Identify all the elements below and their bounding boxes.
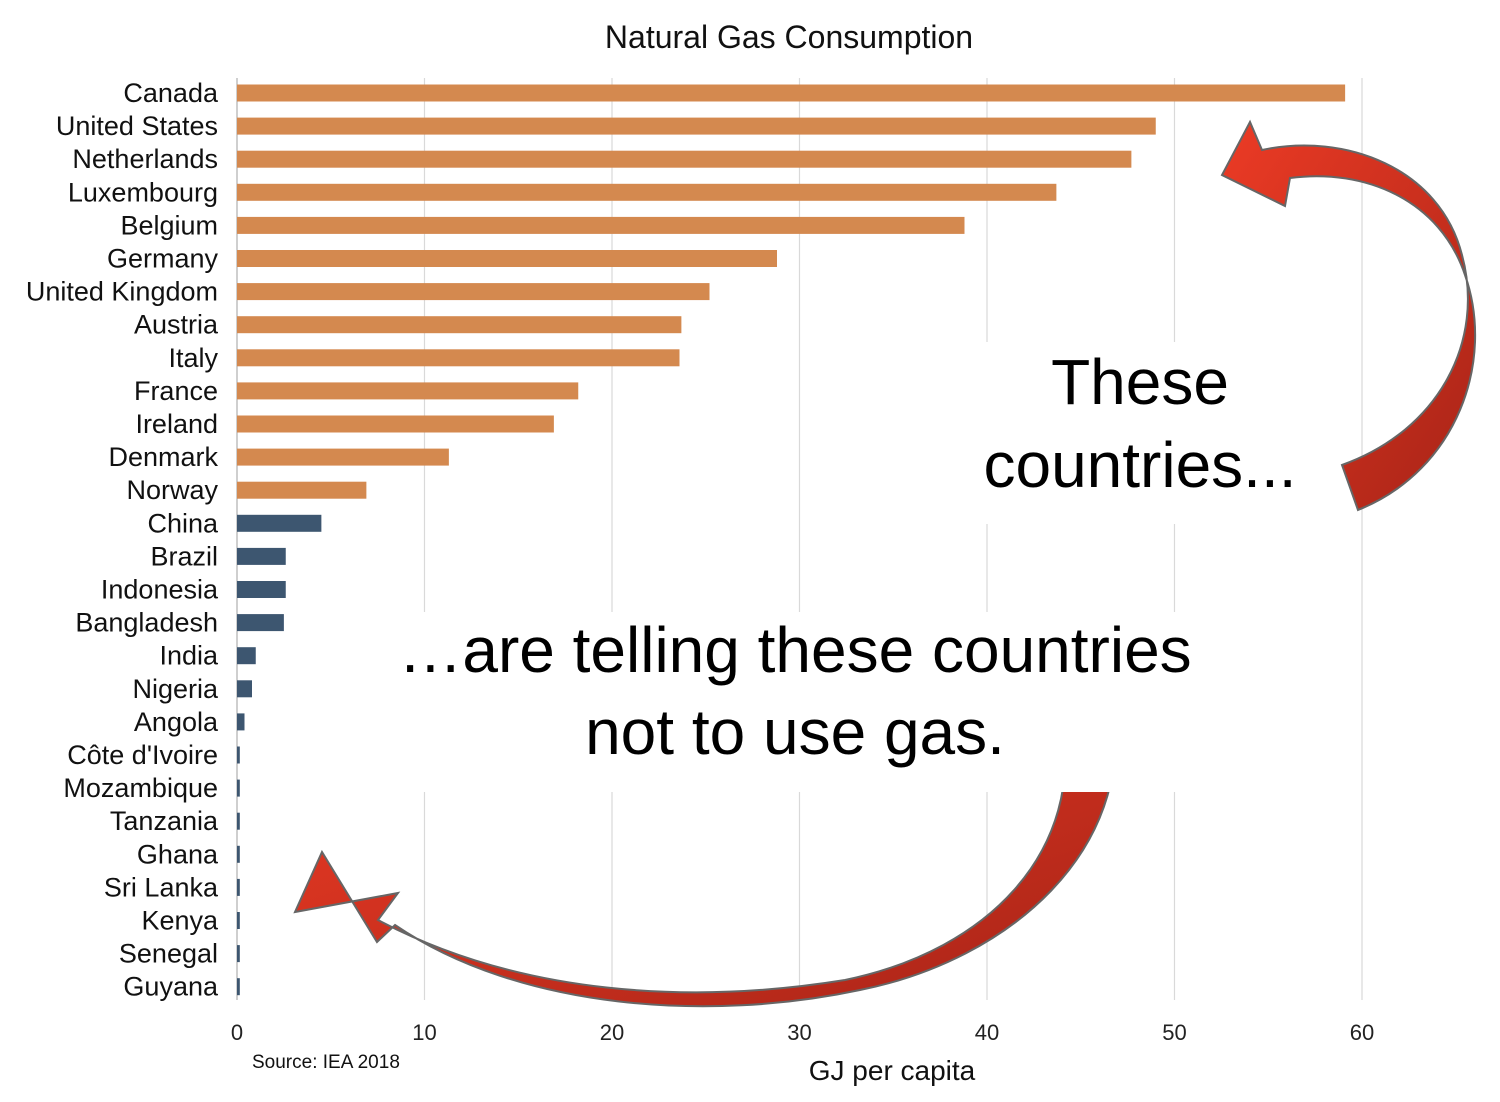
category-label: Mozambique <box>63 773 218 803</box>
annotation-middle-backing <box>355 612 1235 792</box>
category-label: Belgium <box>120 210 218 240</box>
category-label: Ireland <box>135 409 218 439</box>
x-tick-labels: 0 10 20 30 40 50 60 <box>231 1020 1374 1045</box>
bar-mozambique <box>237 779 240 797</box>
x-tick-label: 10 <box>412 1020 436 1045</box>
bar-sri-lanka <box>237 878 240 896</box>
x-tick-label: 40 <box>975 1020 999 1045</box>
category-label: Brazil <box>150 541 218 571</box>
category-label: Norway <box>126 475 218 505</box>
bar-norway <box>237 481 367 499</box>
bar-luxembourg <box>237 183 1057 201</box>
category-label: China <box>147 508 219 538</box>
bar-guyana <box>237 978 240 996</box>
bar-bangladesh <box>237 614 284 632</box>
category-label: Bangladesh <box>75 608 218 638</box>
bar-kenya <box>237 912 240 929</box>
bar-italy <box>237 349 680 367</box>
bar-belgium <box>237 216 965 234</box>
category-label: United Kingdom <box>26 277 218 307</box>
x-tick-label: 20 <box>600 1020 624 1045</box>
category-label: Canada <box>123 78 219 108</box>
category-label: France <box>134 376 218 406</box>
x-tick-label: 60 <box>1350 1020 1374 1045</box>
category-label: Côte d'Ivoire <box>67 740 218 770</box>
bar-nigeria <box>237 680 252 698</box>
category-label: Indonesia <box>101 575 219 605</box>
bar-austria <box>237 316 682 334</box>
category-label: Guyana <box>123 972 219 1002</box>
category-label: Italy <box>168 343 218 373</box>
category-label: Germany <box>107 244 219 274</box>
source-note: Source: IEA 2018 <box>252 1052 400 1073</box>
bar-ireland <box>237 415 554 433</box>
x-tick-label: 0 <box>231 1020 243 1045</box>
annotation-top-line1: These <box>1051 346 1229 418</box>
category-label: Sri Lanka <box>104 872 219 902</box>
annotation-top-backing <box>960 342 1320 524</box>
category-label: Angola <box>134 707 219 737</box>
chart-title: Natural Gas Consumption <box>605 19 973 55</box>
category-label: Ghana <box>137 839 219 869</box>
bar-c-te-d-ivoire <box>237 746 240 764</box>
bar-united-kingdom <box>237 283 710 301</box>
category-label: Kenya <box>141 906 219 936</box>
bar-india <box>237 647 256 665</box>
bar-tanzania <box>237 812 240 830</box>
bar-denmark <box>237 448 449 466</box>
bar-senegal <box>237 945 240 963</box>
category-label: United States <box>56 111 218 141</box>
bar-brazil <box>237 547 286 565</box>
bar-china <box>237 514 322 532</box>
category-label: Netherlands <box>72 144 218 174</box>
bar-united-states <box>237 117 1156 135</box>
category-label: Senegal <box>119 939 218 969</box>
category-label: India <box>159 641 219 671</box>
gridlines <box>236 78 1363 1000</box>
arrow-up-right <box>1220 119 1477 512</box>
bar-indonesia <box>237 581 286 598</box>
x-tick-label: 50 <box>1162 1020 1186 1045</box>
annotation-middle-line1: …are telling these countries <box>398 614 1191 686</box>
category-label: Tanzania <box>110 806 219 836</box>
bar-netherlands <box>237 150 1132 168</box>
bar-angola <box>237 713 245 731</box>
category-label: Austria <box>134 310 219 340</box>
x-axis-label: GJ per capita <box>809 1055 976 1086</box>
x-tick-label: 30 <box>787 1020 811 1045</box>
bars <box>237 84 1346 996</box>
annotation-middle-line2: not to use gas. <box>585 696 1005 768</box>
bar-ghana <box>237 845 240 863</box>
category-label: Nigeria <box>132 674 219 704</box>
bar-germany <box>237 250 777 267</box>
bar-canada <box>237 84 1346 102</box>
bar-france <box>237 382 579 400</box>
annotation-top-line2: countries... <box>983 429 1296 501</box>
arrow-down-left <box>293 704 1117 1008</box>
category-label: Luxembourg <box>68 177 218 207</box>
category-label: Denmark <box>108 442 218 472</box>
